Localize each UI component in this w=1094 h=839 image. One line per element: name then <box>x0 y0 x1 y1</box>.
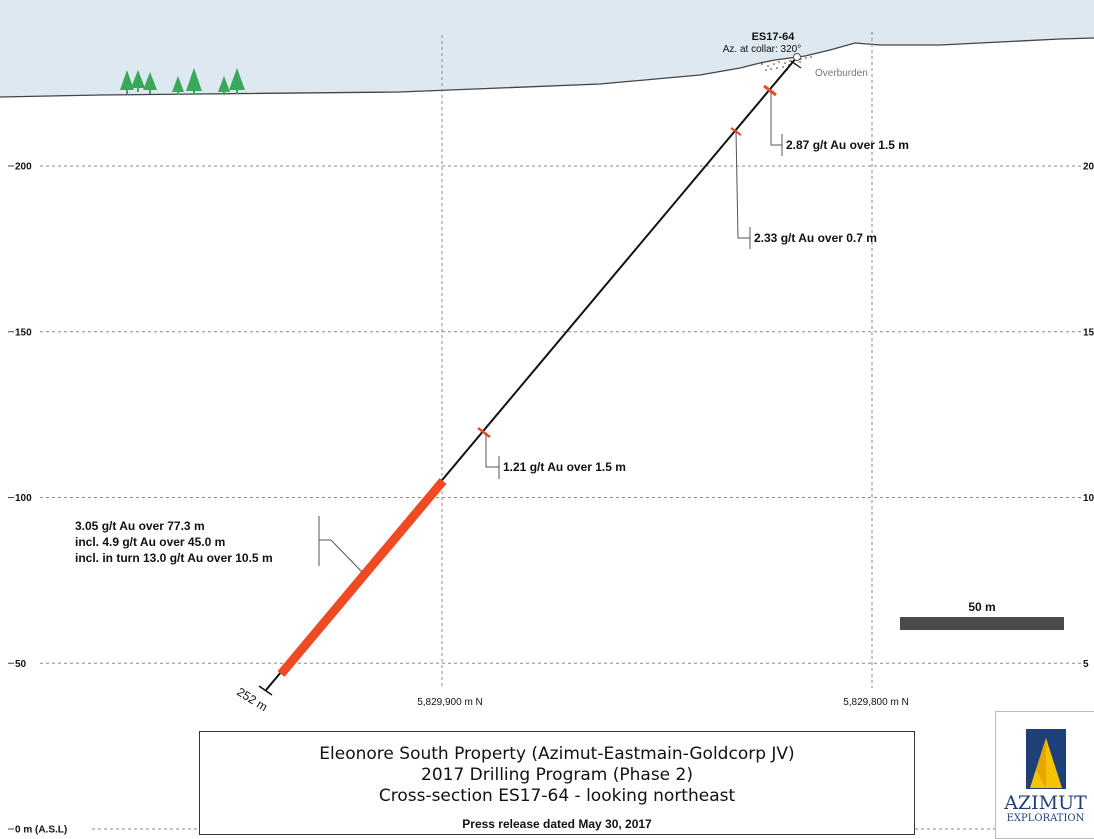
title-block: Eleonore South Property (Azimut-Eastmain… <box>199 731 915 835</box>
northing-label: 5,829,900 m N <box>417 697 483 708</box>
press-release-date: Press release dated May 30, 2017 <box>462 817 652 831</box>
title-line-1: Eleonore South Property (Azimut-Eastmain… <box>319 744 795 764</box>
elevation-tick-label-right: 20 <box>1083 162 1094 173</box>
intercept-label: 1.21 g/t Au over 1.5 m <box>503 460 626 474</box>
azimut-triangle-logo-icon <box>1026 729 1066 789</box>
leader-lines <box>318 92 783 573</box>
collar-marker <box>793 53 801 61</box>
mineralized-interval-major <box>277 478 447 677</box>
intercept-label: 2.33 g/t Au over 0.7 m <box>754 231 877 245</box>
mineralized-interval-tick <box>477 427 491 438</box>
elevation-tick-label-right: 5 <box>1083 659 1089 670</box>
sky-region <box>0 0 1094 97</box>
intercept-label-line: incl. in turn 13.0 g/t Au over 10.5 m <box>75 551 273 565</box>
logo-word-2: EXPLORATION <box>1006 813 1085 824</box>
title-line-2: 2017 Drilling Program (Phase 2) <box>421 765 693 785</box>
intercept-label-line: 3.05 g/t Au over 77.3 m <box>75 519 205 533</box>
elevation-tick-label: 100 <box>15 493 32 504</box>
elevation-tick-label: 150 <box>15 327 32 338</box>
logo-word-1: AZIMUT <box>1004 792 1087 814</box>
northing-label: 5,829,800 m N <box>843 697 909 708</box>
topography-line <box>0 37 1094 98</box>
scale-bar <box>900 617 1064 630</box>
scale-bar-label: 50 m <box>968 600 995 614</box>
intercept-label-line: incl. 4.9 g/t Au over 45.0 m <box>75 535 225 549</box>
hole-id-label: ES17-64 <box>752 31 796 43</box>
elevation-tick-label: 0 m (A.S.L) <box>15 825 67 836</box>
overburden-label: Overburden <box>815 68 868 79</box>
drillhole-end-tick <box>258 685 273 696</box>
elevation-tick-label-right: 10 <box>1083 493 1094 504</box>
azimuth-label: Az. at collar: 320° <box>723 44 801 55</box>
mineralized-interval-tick <box>763 84 777 97</box>
elevation-tick-label: 50 <box>15 659 27 670</box>
elevation-tick-label-right: 15 <box>1083 327 1094 338</box>
azimut-logo: AZIMUT EXPLORATION <box>995 711 1094 839</box>
title-line-3: Cross-section ES17-64 - looking northeas… <box>378 786 736 806</box>
elevation-tick-label: 200 <box>15 162 32 173</box>
tree-icons <box>120 68 245 95</box>
collar-tick <box>790 60 802 69</box>
intercept-label: 2.87 g/t Au over 1.5 m <box>786 138 909 152</box>
